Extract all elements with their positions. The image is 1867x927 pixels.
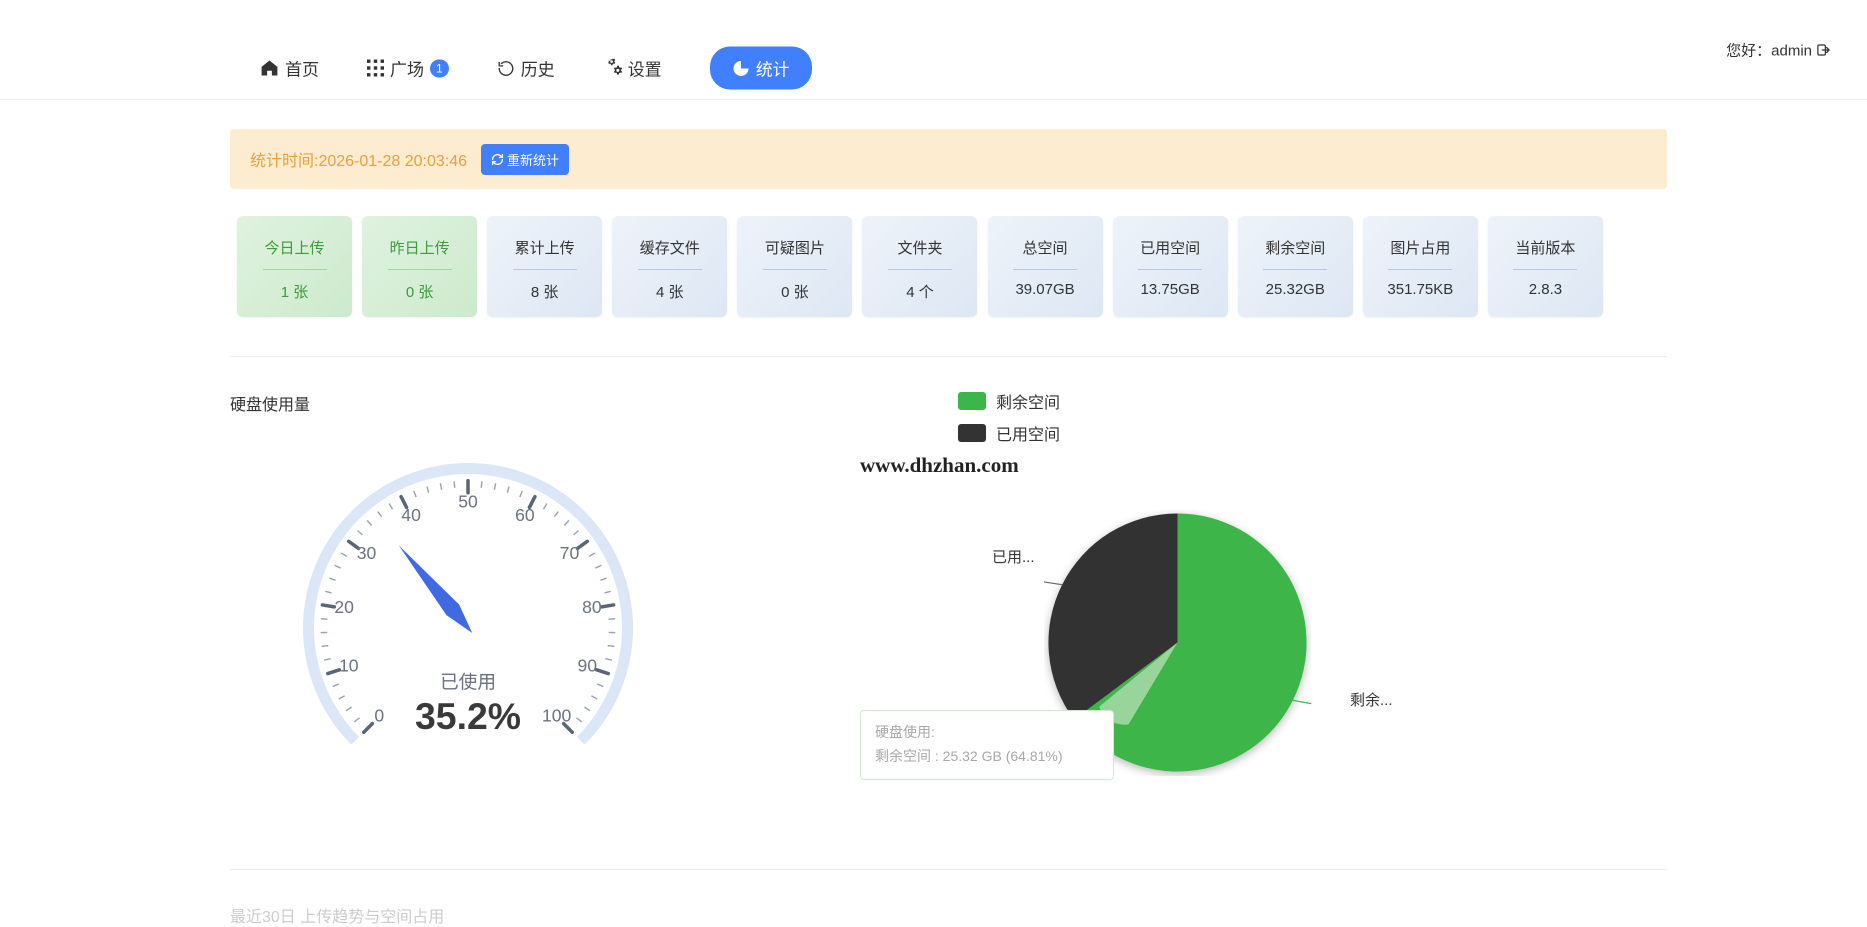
svg-text:0: 0	[374, 705, 384, 725]
svg-text:100: 100	[542, 705, 572, 725]
svg-text:30: 30	[357, 543, 377, 563]
svg-text:已使用: 已使用	[440, 672, 496, 693]
svg-text:60: 60	[515, 505, 535, 525]
svg-text:20: 20	[334, 597, 354, 617]
svg-text:70: 70	[560, 543, 580, 563]
svg-text:90: 90	[577, 655, 597, 675]
svg-text:50: 50	[458, 491, 478, 511]
svg-text:40: 40	[401, 505, 421, 525]
svg-text:80: 80	[582, 597, 602, 617]
svg-text:10: 10	[339, 655, 359, 675]
svg-text:35.2%: 35.2%	[415, 695, 521, 737]
